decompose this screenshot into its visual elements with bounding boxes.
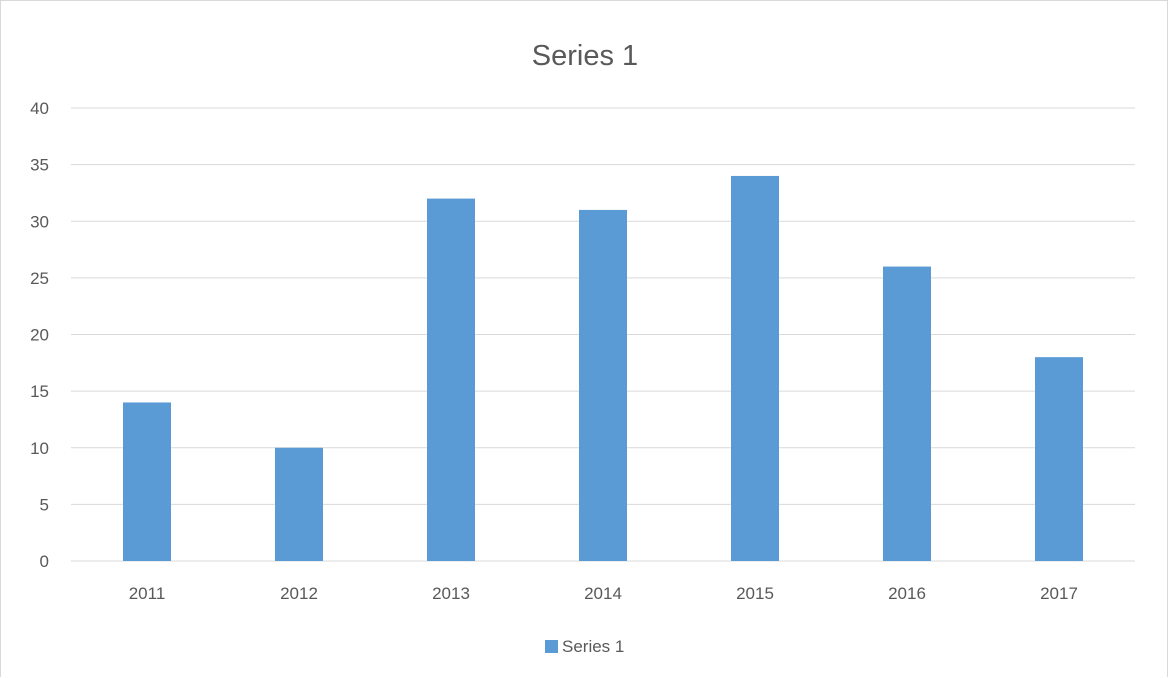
bar-2014 (579, 209, 627, 562)
x-tick-label: 2013 (432, 584, 470, 603)
bar-2017 (1035, 357, 1083, 561)
legend-label: Series 1 (562, 637, 624, 656)
bar-2013 (427, 198, 475, 561)
y-tick-label: 40 (30, 99, 49, 118)
x-tick-label: 2011 (129, 584, 166, 603)
x-tick-label: 2017 (1040, 584, 1078, 603)
bar-2015 (731, 175, 779, 561)
y-tick-label: 0 (40, 552, 49, 571)
x-tick-label: 2015 (736, 584, 774, 603)
x-tick-label: 2012 (280, 584, 318, 603)
y-tick-label: 15 (30, 382, 49, 401)
bar-2016 (883, 266, 931, 561)
y-tick-label: 25 (30, 269, 49, 288)
legend-swatch (545, 640, 558, 653)
y-tick-label: 30 (30, 212, 49, 231)
y-tick-label: 5 (40, 495, 49, 514)
legend: Series 1 (545, 637, 624, 656)
chart-title: Series 1 (532, 40, 638, 72)
y-axis-ticks: 0 5 10 15 20 25 30 35 40 (30, 99, 49, 571)
y-tick-label: 35 (30, 156, 49, 175)
x-tick-label: 2016 (888, 584, 926, 603)
bar-2011 (123, 402, 171, 561)
bars (123, 175, 1083, 562)
bar-2012 (275, 447, 323, 561)
x-tick-label: 2014 (584, 584, 622, 603)
y-tick-label: 10 (30, 439, 49, 458)
y-tick-label: 20 (30, 326, 49, 345)
x-axis-ticks: 2011 2012 2013 2014 2015 2016 2017 (129, 584, 1078, 603)
